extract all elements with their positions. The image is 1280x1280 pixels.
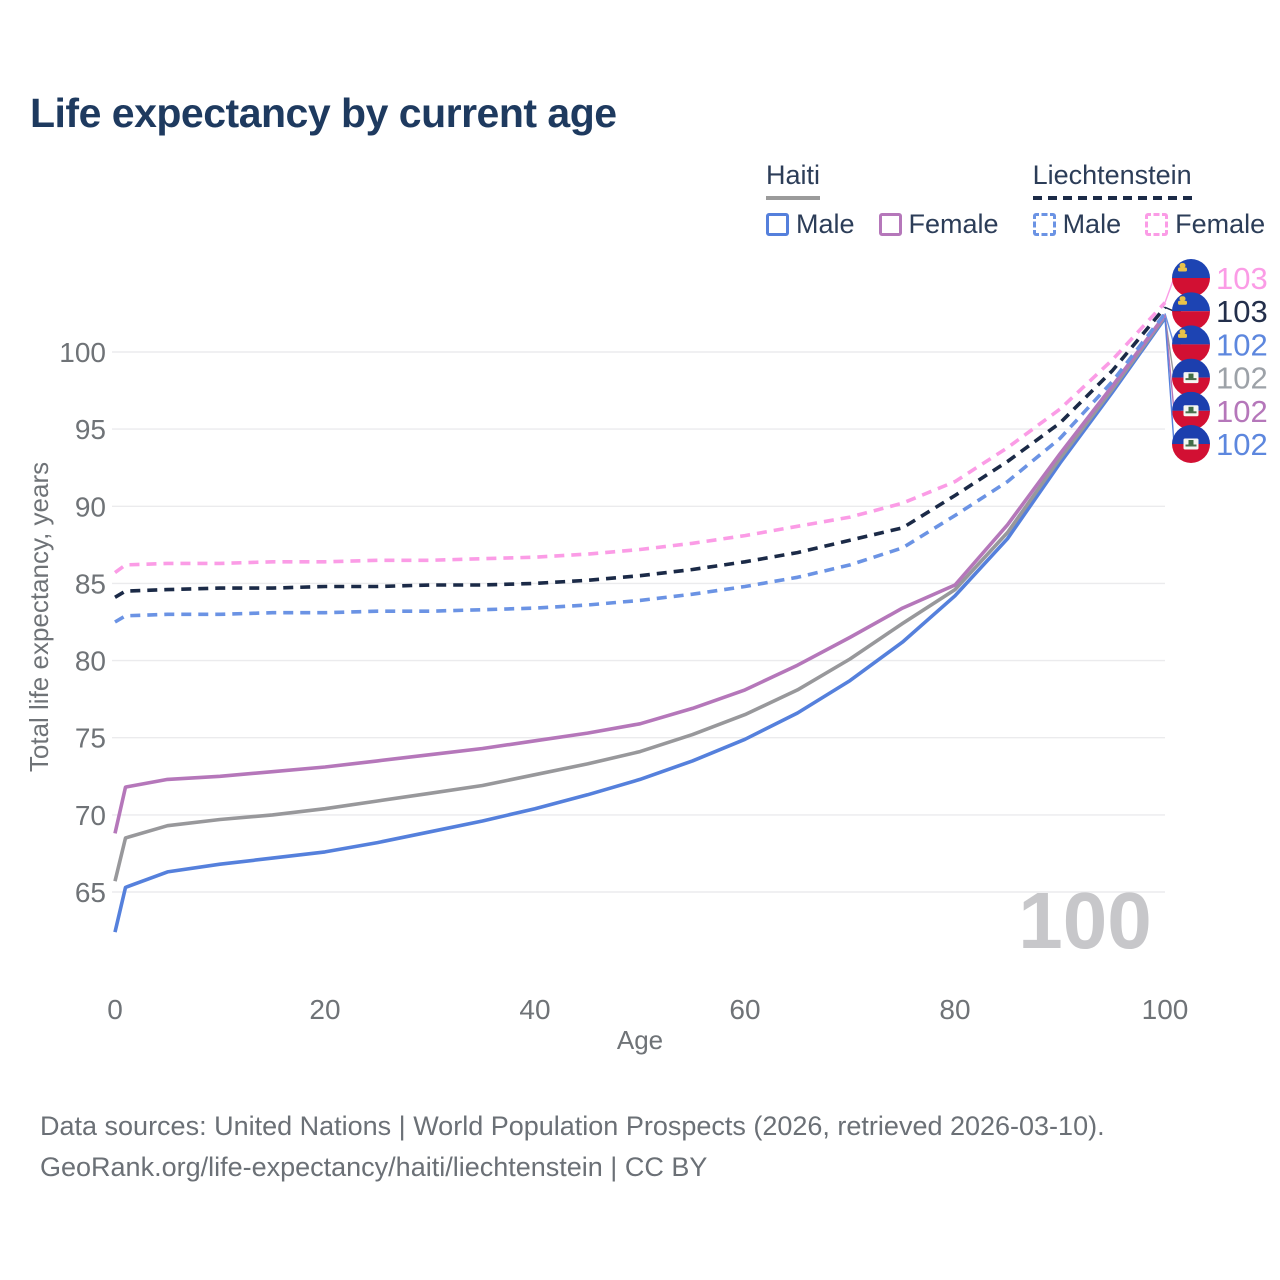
liechtenstein-female-swatch-icon <box>1145 213 1169 236</box>
liechtenstein-male-swatch-icon <box>1032 213 1056 236</box>
end-label-liechtenstein-male: 102 <box>1172 325 1268 364</box>
end-label-value-haiti-female: 102 <box>1216 394 1268 429</box>
end-label-value-liechtenstein-both: 103 <box>1216 294 1268 329</box>
series-line-liechtenstein-male[interactable] <box>114 312 1167 624</box>
haiti-female-swatch-icon <box>878 213 902 236</box>
x-tick-label-100: 100 <box>1142 994 1189 1025</box>
legend-items-haiti: Male Female <box>766 209 999 240</box>
x-tick-label-20: 20 <box>309 994 340 1025</box>
end-label-value-liechtenstein-female: 103 <box>1216 261 1268 296</box>
legend-item-haiti-male[interactable]: Male <box>766 209 855 240</box>
end-label-haiti-female: 102 <box>1172 391 1268 430</box>
y-tick-label-70: 70 <box>75 800 106 831</box>
legend-country-label: Haiti <box>766 160 821 190</box>
end-label-value-haiti-male: 102 <box>1216 427 1268 462</box>
series-line-liechtenstein-female[interactable] <box>113 301 1167 575</box>
flag-icon-liechtenstein <box>1172 325 1210 364</box>
flag-icon-liechtenstein <box>1172 259 1210 297</box>
legend-country-haiti: Haiti <box>766 160 821 200</box>
page-title: Life expectancy by current age <box>30 90 617 136</box>
series-line-haiti-female[interactable] <box>113 313 1167 834</box>
y-tick-label-95: 95 <box>75 414 106 445</box>
footer: Data sources: United Nations | World Pop… <box>40 1106 1105 1188</box>
end-label-liechtenstein-both: 103 <box>1172 292 1268 331</box>
legend-item-label: Female <box>908 209 999 239</box>
series-line-haiti-male[interactable] <box>113 317 1167 933</box>
footer-attribution: GeoRank.org/life-expectancy/haiti/liecht… <box>40 1152 708 1182</box>
legend-item-haiti-female[interactable]: Female <box>878 209 999 240</box>
series-line-haiti-both[interactable] <box>113 315 1167 882</box>
x-tick-label-80: 80 <box>939 994 970 1025</box>
flag-icon-haiti <box>1172 425 1210 463</box>
flag-icon-haiti <box>1172 391 1210 430</box>
age-frame-watermark: 100 <box>1018 876 1151 965</box>
y-tick-label-65: 65 <box>75 877 106 908</box>
flag-icon-liechtenstein <box>1172 292 1210 331</box>
y-axis-title: Total life expectancy, years <box>24 462 54 772</box>
legend-item-liechtenstein-female[interactable]: Female <box>1145 209 1265 240</box>
legend-country-liechtenstein: Liechtenstein <box>1032 160 1192 200</box>
haiti-solid-underline <box>766 196 821 200</box>
y-tick-label-85: 85 <box>75 568 106 599</box>
legend-item-label: Male <box>1062 209 1122 239</box>
series-line-liechtenstein-both[interactable] <box>114 306 1167 599</box>
legend-country-label: Liechtenstein <box>1032 160 1192 190</box>
y-tick-label-100: 100 <box>59 337 106 368</box>
x-tick-label-40: 40 <box>519 994 550 1025</box>
end-label-value-liechtenstein-male: 102 <box>1216 327 1268 362</box>
end-label-haiti-both: 102 <box>1172 358 1268 397</box>
y-tick-label-90: 90 <box>75 491 106 522</box>
y-tick-label-75: 75 <box>75 723 106 754</box>
x-tick-label-60: 60 <box>729 994 760 1025</box>
footer-data-sources: Data sources: United Nations | World Pop… <box>40 1111 1105 1141</box>
flag-icon-haiti <box>1172 358 1210 397</box>
end-label-value-haiti-both: 102 <box>1216 361 1268 396</box>
legend-item-label: Male <box>796 209 855 239</box>
legend-item-liechtenstein-male[interactable]: Male <box>1032 209 1122 240</box>
legend-group-haiti: Haiti Male Female <box>766 160 999 240</box>
end-label-haiti-male: 102 <box>1172 425 1268 463</box>
legend-item-label: Female <box>1175 209 1266 239</box>
liechtenstein-dashed-underline <box>1032 196 1192 200</box>
legend: Haiti Male Female Liechtenstein <box>766 160 1265 240</box>
legend-items-liechtenstein: Male Female <box>1032 209 1265 240</box>
haiti-male-swatch-icon <box>766 213 789 236</box>
legend-group-liechtenstein: Liechtenstein Male Female <box>1032 160 1265 240</box>
y-tick-label-80: 80 <box>75 646 106 677</box>
x-tick-label-0: 0 <box>107 994 123 1025</box>
x-axis-title: Age <box>617 1025 663 1055</box>
end-label-liechtenstein-female: 103 <box>1172 259 1268 297</box>
